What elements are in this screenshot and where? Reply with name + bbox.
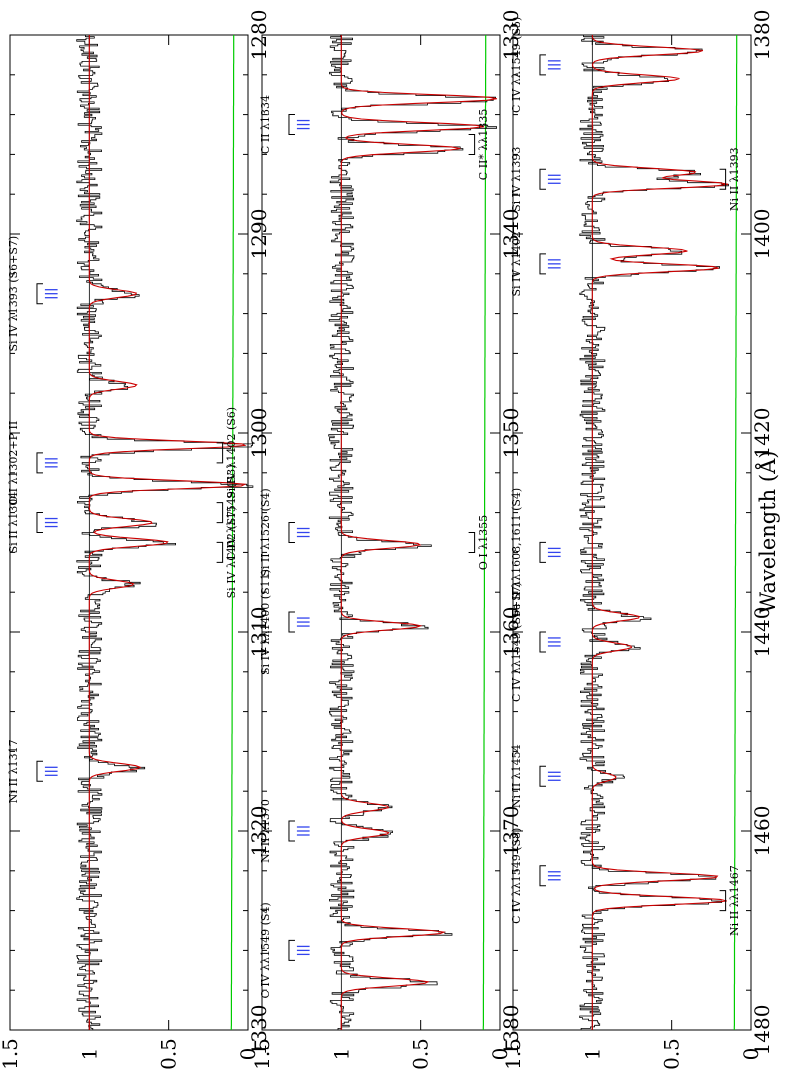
line-id-label: O I λ1355 <box>477 515 490 570</box>
line-id-label: C II λ1334 <box>259 95 272 154</box>
line-id-label: C IV λλ1549 (S5) <box>510 17 523 113</box>
line-id-label: Ni II λλ1467 <box>728 865 741 936</box>
flux-spectrum <box>76 35 254 1031</box>
line-id-bracket <box>216 442 224 464</box>
panel-frame <box>261 34 501 1031</box>
line-id-bracket <box>36 512 43 534</box>
flux-tick-label: 1 <box>580 1048 604 1061</box>
flux-tick-label: 1.5 <box>501 1038 525 1070</box>
line-id-bracket <box>539 253 546 275</box>
line-id-bracket <box>539 168 546 190</box>
model-fit <box>591 35 729 1030</box>
panel-frame <box>9 34 249 1031</box>
line-id-label: Ni II λ1370 <box>259 799 272 863</box>
line-id-label: C II* λλ1335 <box>477 109 490 181</box>
line-id-bracket <box>288 939 295 961</box>
line-id-label: Si IV λ1402 <box>510 231 523 296</box>
line-id-label: O I λ1302+P II <box>7 421 20 505</box>
line-id-bracket <box>36 760 43 782</box>
line-id-label: Si II λ1304 <box>7 492 20 554</box>
wavelength-tick-label: 1460 <box>750 806 774 857</box>
error-spectrum <box>482 35 487 1030</box>
flux-tick-label: 1.5 <box>0 1038 22 1070</box>
line-id-label: Si IV λ1393 <box>510 147 523 212</box>
line-id-label: C IV λλ1549 (S3) <box>225 464 238 560</box>
line-id-bracket <box>288 611 295 633</box>
line-id-bracket <box>539 631 546 653</box>
wavelength-tick-label: 1400 <box>750 209 774 260</box>
line-id-bracket <box>719 890 727 912</box>
wavelength-tick-label: 1380 <box>750 10 774 61</box>
line-id-bracket <box>216 502 224 524</box>
flux-tick-label: 0.5 <box>409 1038 433 1070</box>
flux-tick-label: 1 <box>77 1048 101 1061</box>
error-spectrum <box>733 35 738 1030</box>
line-id-label: Fe II λλ1608,1611 (S4) <box>510 488 523 617</box>
line-id-bracket <box>468 133 476 155</box>
error-spectrum <box>230 35 235 1030</box>
x-axis-title: Wavelength (Å) <box>755 451 780 614</box>
line-id-bracket <box>539 865 546 887</box>
flux-tick-label: 0.5 <box>157 1038 181 1070</box>
flux-tick-label: 0.5 <box>660 1038 684 1070</box>
line-id-bracket <box>216 541 224 563</box>
line-id-bracket <box>36 283 43 305</box>
flux-tick-label: 0 <box>488 1048 512 1061</box>
flux-tick-label: 0 <box>739 1048 763 1061</box>
panel-frame <box>512 34 752 1031</box>
flux-tick-label: 1.5 <box>250 1038 274 1070</box>
line-id-bracket <box>288 522 295 543</box>
model-fit <box>340 35 497 1030</box>
line-id-bracket <box>468 531 476 553</box>
line-id-label: C IV λλ1549 (S6+S7) <box>510 582 523 702</box>
line-id-label: Ni II λ1393 <box>728 147 741 211</box>
line-id-label: Si IV λ1402 (S7) <box>225 506 238 598</box>
line-id-bracket <box>719 168 727 190</box>
line-id-bracket <box>539 54 546 76</box>
line-id-bracket <box>288 114 295 136</box>
line-id-label: Ni II λ1317 <box>7 739 20 803</box>
flux-spectrum <box>328 35 497 1031</box>
line-id-label: Si II λ1526 (S4) <box>259 488 272 576</box>
wavelength-tick-label: 1440 <box>750 607 774 658</box>
line-id-label: Si IV λ1393 (S6+S7) <box>7 236 20 352</box>
line-id-bracket <box>288 820 295 842</box>
line-id-bracket <box>539 541 546 563</box>
model-fit <box>88 35 247 1030</box>
flux-tick-label: 0 <box>236 1048 260 1061</box>
wavelength-tick-label: 1420 <box>750 408 774 459</box>
line-id-bracket <box>36 452 43 474</box>
line-id-label: C IV λλ1549 (S8) <box>510 828 523 924</box>
wavelength-tick-label: 1480 <box>750 1005 774 1056</box>
flux-spectrum <box>579 35 729 1031</box>
panel-3: 0 0.5 1 1.5 1380 1400 1420 1440 1460 1480 C IV λλ1… <box>501 10 774 1070</box>
line-id-label: Si IV λλ1400 (S11) <box>259 569 272 675</box>
line-id-bracket <box>539 765 546 787</box>
line-id-label: Ni II λ1454 <box>510 744 523 808</box>
flux-tick-label: 1 <box>329 1048 353 1061</box>
line-id-label: C IV λλ1549 (S4) <box>259 902 272 998</box>
line-id-label: Si IV λ1402 (S6) <box>225 407 238 499</box>
